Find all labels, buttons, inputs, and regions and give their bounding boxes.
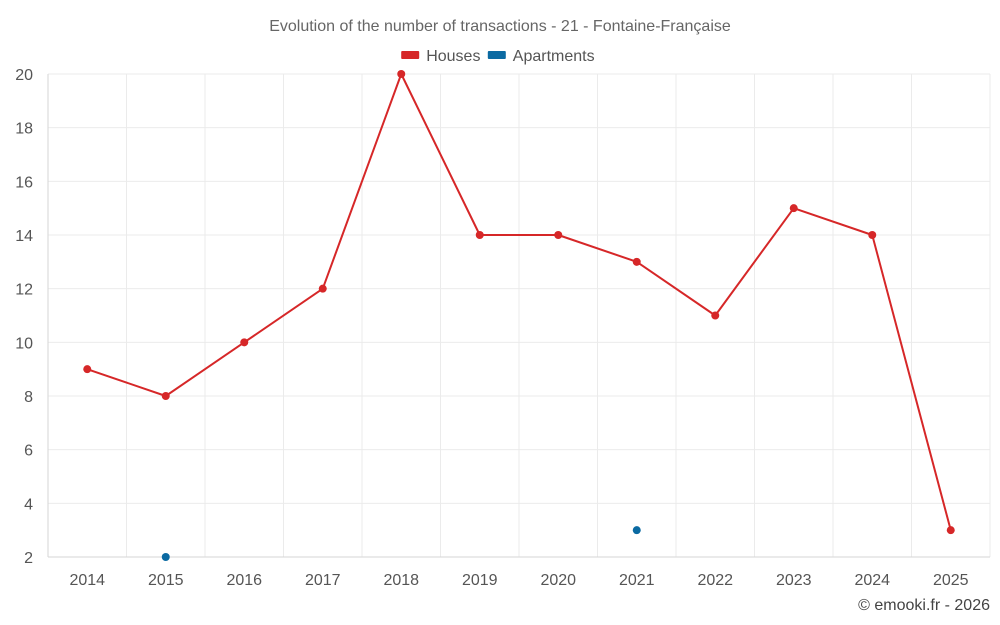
- x-tick-label: 2019: [462, 572, 498, 589]
- x-tick-label: 2016: [226, 572, 262, 589]
- y-tick-label: 4: [24, 496, 33, 513]
- y-tick-label: 10: [15, 335, 33, 352]
- x-tick-label: 2020: [540, 572, 576, 589]
- legend-swatch-apartments: [487, 51, 506, 59]
- grid: [47, 73, 991, 558]
- y-tick-label: 14: [15, 228, 33, 245]
- houses-point-2017[interactable]: [318, 284, 327, 293]
- y-axis-tick-labels: 2 4 6 8 10 12 14 16 18 20: [15, 67, 33, 567]
- houses-point-2024[interactable]: [868, 231, 877, 239]
- houses-point-2023[interactable]: [789, 204, 798, 213]
- series-layer: [83, 70, 955, 561]
- y-tick-label: 20: [15, 67, 33, 84]
- legend-swatch-houses: [401, 51, 420, 59]
- legend-item-houses[interactable]: Houses: [401, 48, 480, 65]
- houses-point-2018[interactable]: [397, 70, 406, 78]
- x-tick-label: 2025: [933, 572, 969, 589]
- x-tick-label: 2018: [383, 572, 419, 589]
- y-tick-label: 12: [15, 282, 33, 299]
- x-tick-label: 2015: [148, 572, 184, 589]
- credit-text: © emooki.fr - 2026: [858, 597, 990, 614]
- x-axis-tick-labels: 2014 2015 2016 2017 2018 2019 2020 2021 2022 2023…: [69, 572, 968, 589]
- houses-series-line: [86, 73, 952, 531]
- legend-label-apartments: Apartments: [513, 48, 595, 65]
- houses-point-2022[interactable]: [711, 311, 720, 320]
- x-tick-label: 2024: [854, 572, 890, 589]
- x-tick-label: 2014: [69, 572, 105, 589]
- legend-item-apartments[interactable]: Apartments: [487, 48, 595, 65]
- houses-point-2020[interactable]: [554, 231, 563, 239]
- legend-label-houses: Houses: [426, 48, 480, 65]
- houses-point-2014[interactable]: [83, 365, 92, 374]
- y-tick-label: 16: [15, 174, 33, 191]
- x-tick-label: 2021: [619, 572, 655, 589]
- y-tick-label: 18: [15, 121, 33, 138]
- houses-point-2025[interactable]: [946, 526, 955, 535]
- x-tick-label: 2023: [776, 572, 812, 589]
- axes: [47, 74, 990, 558]
- x-tick-label: 2017: [305, 572, 341, 589]
- apartments-point-2021[interactable]: [632, 526, 641, 535]
- y-tick-label: 2: [24, 550, 33, 567]
- apartments-point-2015[interactable]: [161, 553, 170, 561]
- houses-point-2019[interactable]: [475, 231, 484, 239]
- houses-point-2021[interactable]: [632, 257, 641, 266]
- y-tick-label: 8: [24, 389, 33, 406]
- x-tick-label: 2022: [697, 572, 733, 589]
- chart-title: Evolution of the number of transactions …: [269, 18, 731, 35]
- houses-point-2016[interactable]: [240, 338, 249, 347]
- legend: Houses Apartments: [401, 48, 595, 65]
- houses-point-2015[interactable]: [161, 392, 170, 400]
- y-tick-label: 6: [24, 443, 33, 460]
